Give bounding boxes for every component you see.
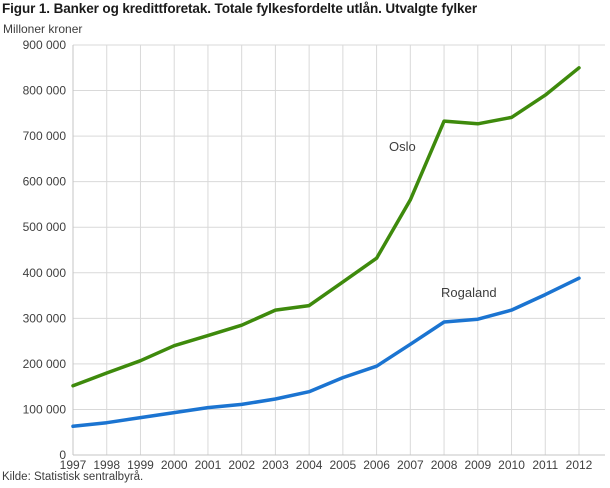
y-tick-label: 900 000 (23, 38, 67, 52)
x-tick-label: 1997 (60, 458, 87, 470)
series-line-oslo (71, 66, 581, 388)
y-tick-label: 800 000 (23, 84, 67, 98)
x-tick-label: 2006 (363, 458, 390, 470)
x-tick-label: 2001 (195, 458, 222, 470)
y-tick-label: 0 (59, 448, 66, 462)
x-tick-label: 2010 (498, 458, 525, 470)
x-tick-label: 1999 (127, 458, 154, 470)
y-tick-label: 100 000 (23, 402, 67, 416)
figure-title: Figur 1. Banker og kredittforetak. Total… (2, 1, 477, 16)
y-tick-label: 500 000 (23, 220, 67, 234)
x-tick-label: 1998 (93, 458, 120, 470)
y-tick-label: 200 000 (23, 357, 67, 371)
x-tick-label: 2007 (397, 458, 424, 470)
x-tick-label: 2011 (532, 458, 558, 470)
y-tick-label: 600 000 (23, 175, 67, 189)
series-label-oslo: Oslo (389, 139, 416, 154)
x-tick-label: 2003 (262, 458, 289, 470)
series-line-rogaland (71, 276, 581, 429)
y-tick-label: 400 000 (23, 266, 67, 280)
source-note: Kilde: Statistisk sentralbyrå. (2, 471, 144, 483)
x-tick-label: 2005 (330, 458, 357, 470)
y-tick-label: 700 000 (23, 129, 67, 143)
line-chart: 0 100 000 200 000 300 000 400 000 500 000 600 … (23, 38, 605, 470)
y-tick-label: 300 000 (23, 311, 67, 325)
x-tick-label: 2008 (431, 458, 458, 470)
x-tick-label: 2012 (566, 458, 593, 470)
unit-label: Milloner kroner (3, 22, 83, 36)
x-tick-label: 2000 (161, 458, 188, 470)
x-tick-label: 2004 (296, 458, 323, 470)
x-tick-label: 2002 (228, 458, 255, 470)
series-label-rogaland: Rogaland (441, 285, 497, 300)
x-tick-label: 2009 (464, 458, 491, 470)
